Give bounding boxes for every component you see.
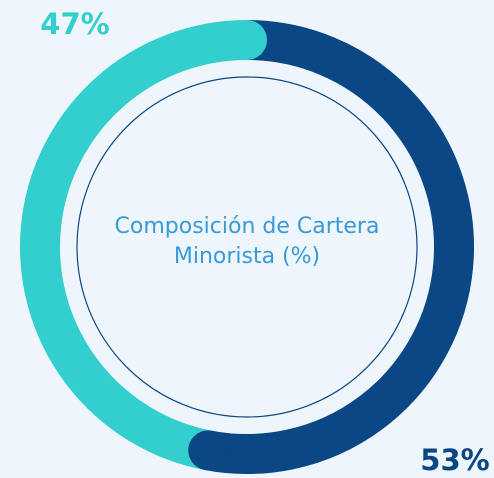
chart-title: Composición de Cartera Minorista (%) — [114, 214, 380, 269]
segment-cap — [227, 20, 267, 60]
data-label: 53% — [420, 443, 489, 477]
donut-segment — [20, 20, 248, 470]
inner-ring — [76, 76, 418, 418]
data-label: 47% — [40, 7, 109, 41]
segment-cap — [188, 430, 229, 471]
donut-segment — [204, 20, 474, 474]
